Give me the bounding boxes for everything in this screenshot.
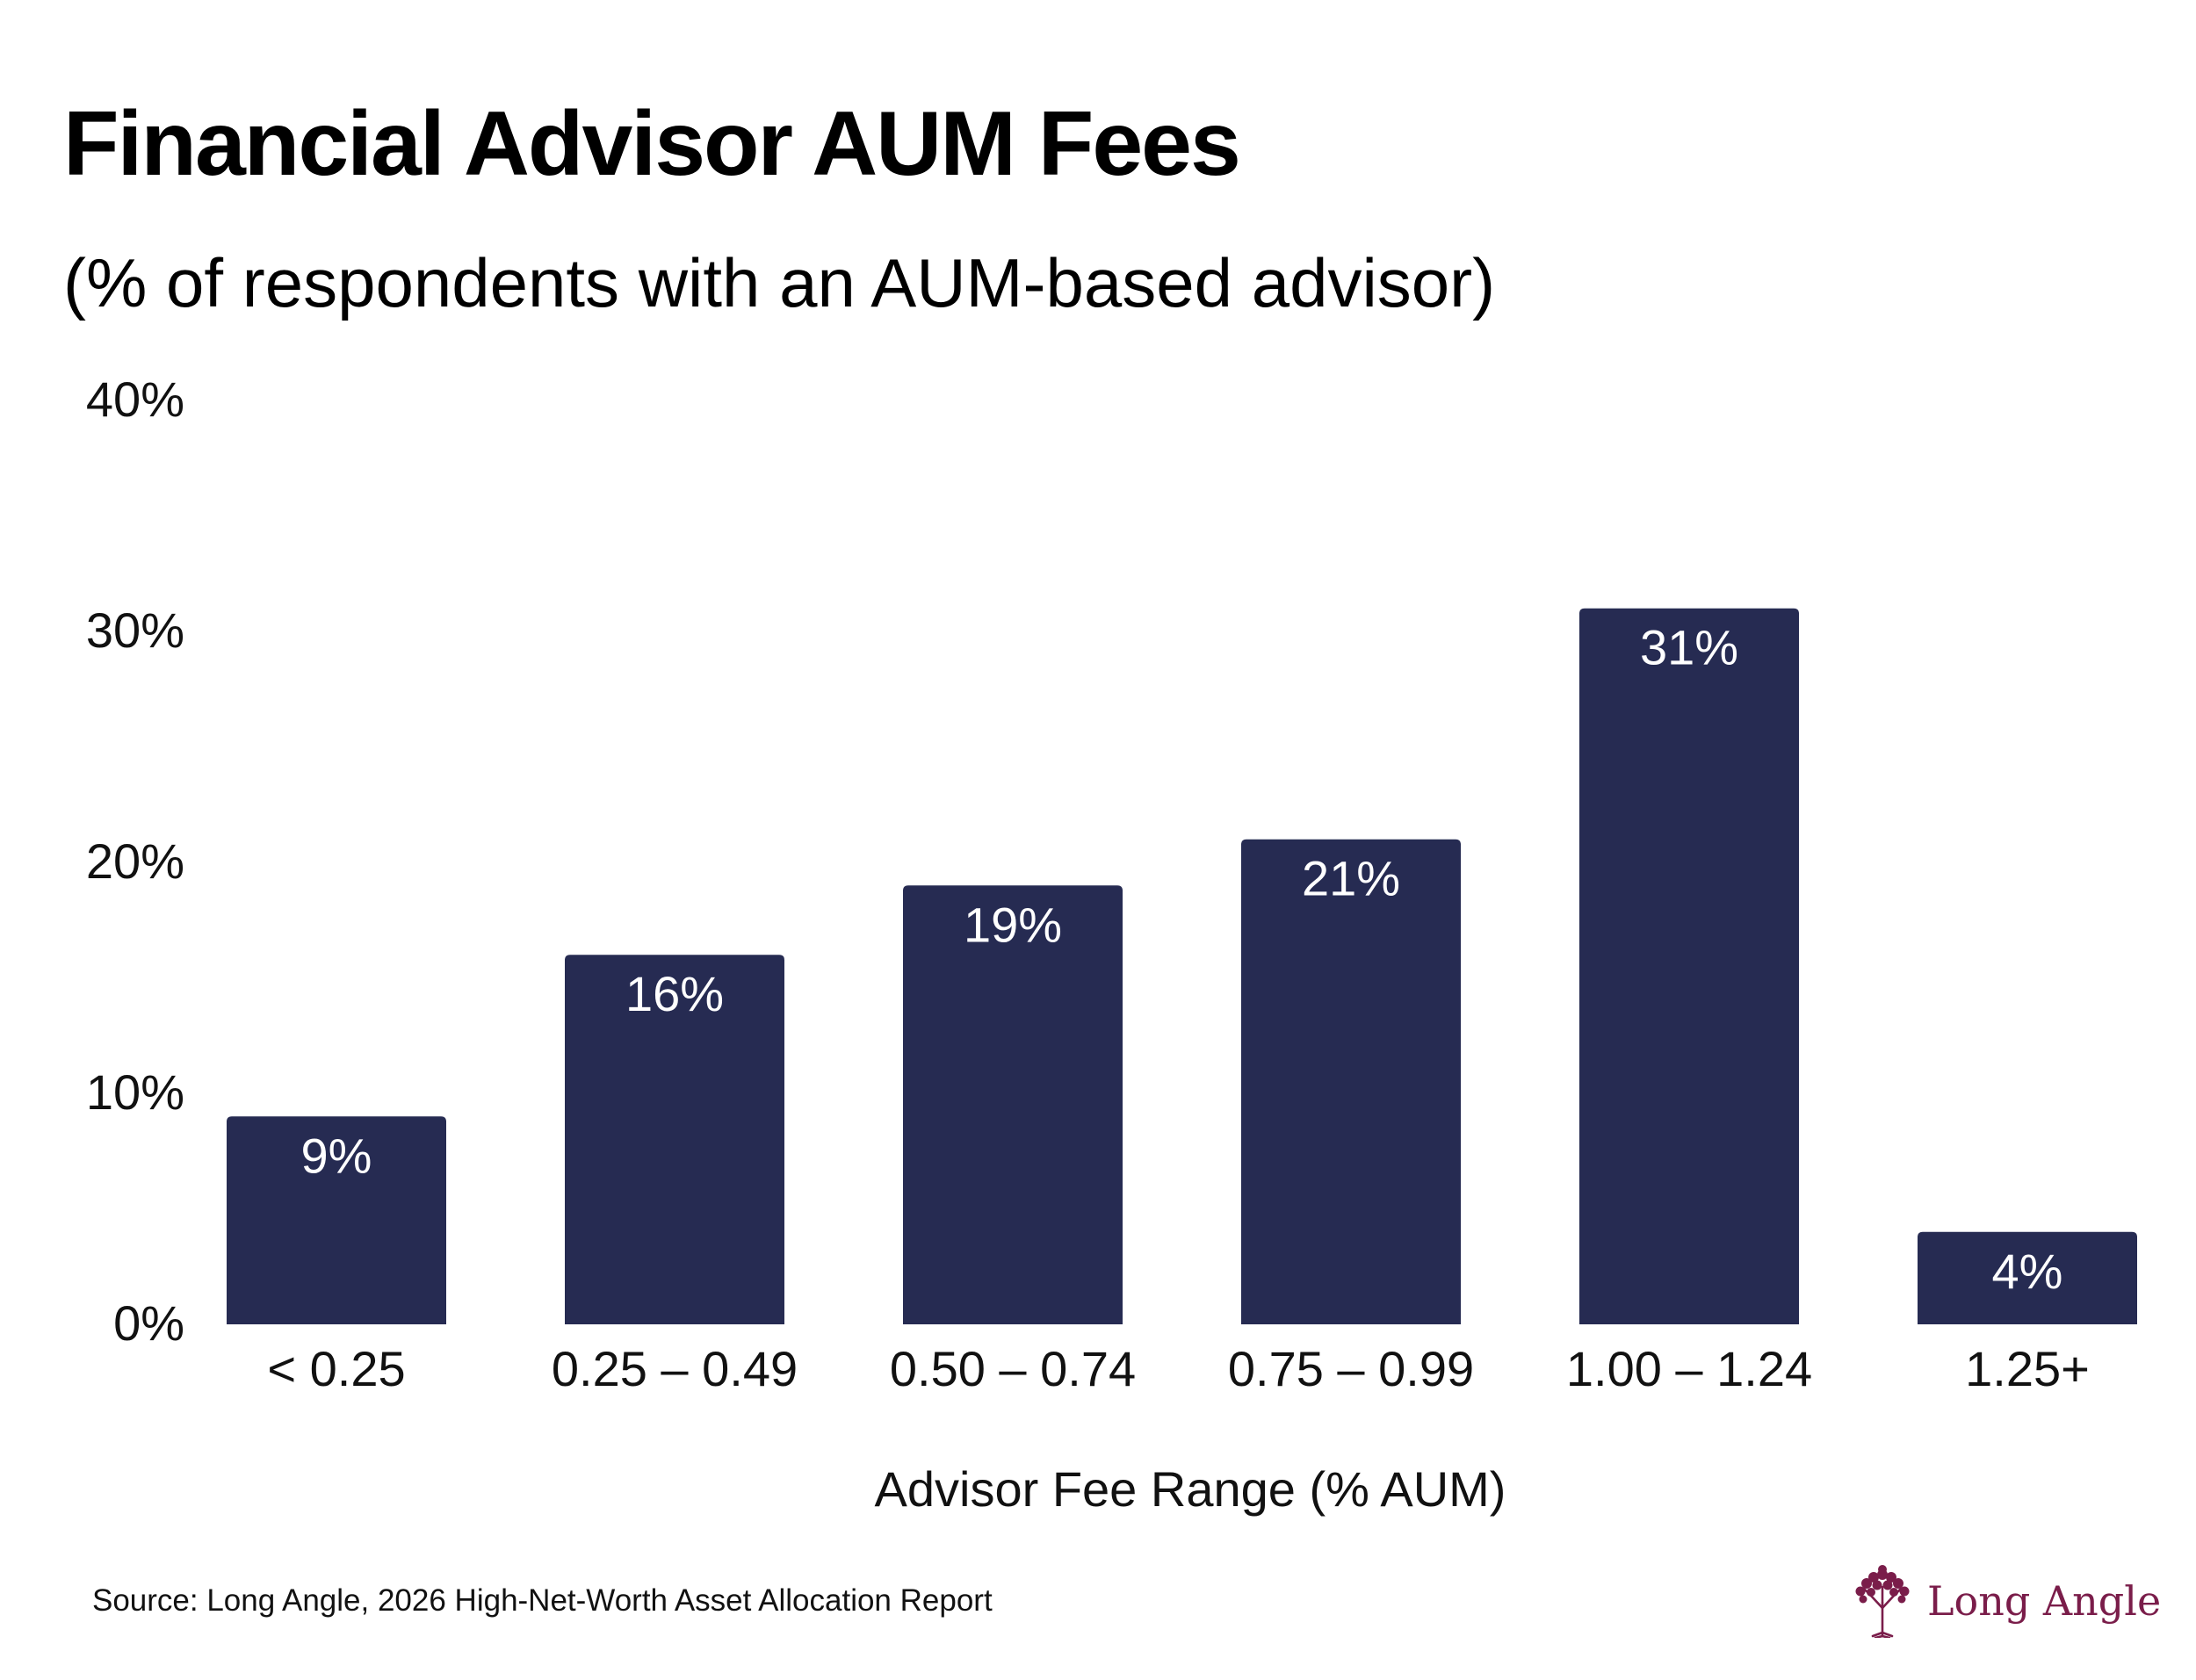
y-tick-label: 10% (86, 1064, 184, 1120)
chart-subtitle: (% of respondents with an AUM-based advi… (63, 244, 1496, 321)
bar (903, 885, 1123, 1324)
y-tick-label: 40% (86, 371, 184, 427)
x-tick-label: 1.25+ (1965, 1341, 2090, 1396)
y-tick-label: 30% (86, 602, 184, 658)
y-tick-label: 0% (113, 1295, 184, 1351)
bar (227, 1116, 446, 1324)
x-tick-label: 0.50 – 0.74 (890, 1341, 1136, 1396)
y-tick-label: 20% (86, 833, 184, 889)
x-axis-ticks: < 0.25 0.25 – 0.49 0.50 – 0.74 0.75 – 0.99 1… (267, 1341, 2089, 1396)
long-angle-logo: Long Angle (1852, 1561, 2161, 1640)
bar-value-label: 21% (1302, 851, 1400, 906)
bar-value-label: 19% (964, 897, 1062, 952)
chart-title: Financial Advisor AUM Fees (63, 93, 1241, 195)
logo-text: Long Angle (1927, 1577, 2162, 1625)
x-tick-label: 0.25 – 0.49 (552, 1341, 798, 1396)
bar (1579, 608, 1799, 1324)
bar-value-label: 31% (1640, 620, 1738, 675)
bar (1241, 839, 1461, 1324)
bar (1918, 1231, 2137, 1324)
source-note: Source: Long Angle, 2026 High-Net-Worth … (92, 1583, 993, 1618)
bar-value-label: 4% (1992, 1244, 2063, 1299)
bar-value-label: 16% (625, 966, 724, 1021)
tree-icon (1855, 1565, 1910, 1638)
bars-group (227, 608, 2137, 1324)
bar-value-label: 9% (301, 1128, 372, 1183)
bar-value-labels: 9% 16% 19% 21% 31% 4% (301, 620, 2063, 1299)
y-axis-ticks: 0% 10% 20% 30% 40% (86, 371, 184, 1351)
x-tick-label: 0.75 – 0.99 (1228, 1341, 1474, 1396)
x-axis-title: Advisor Fee Range (% AUM) (875, 1461, 1506, 1517)
bar (565, 955, 784, 1324)
x-tick-label: 1.00 – 1.24 (1566, 1341, 1812, 1396)
x-tick-label: < 0.25 (267, 1341, 405, 1396)
